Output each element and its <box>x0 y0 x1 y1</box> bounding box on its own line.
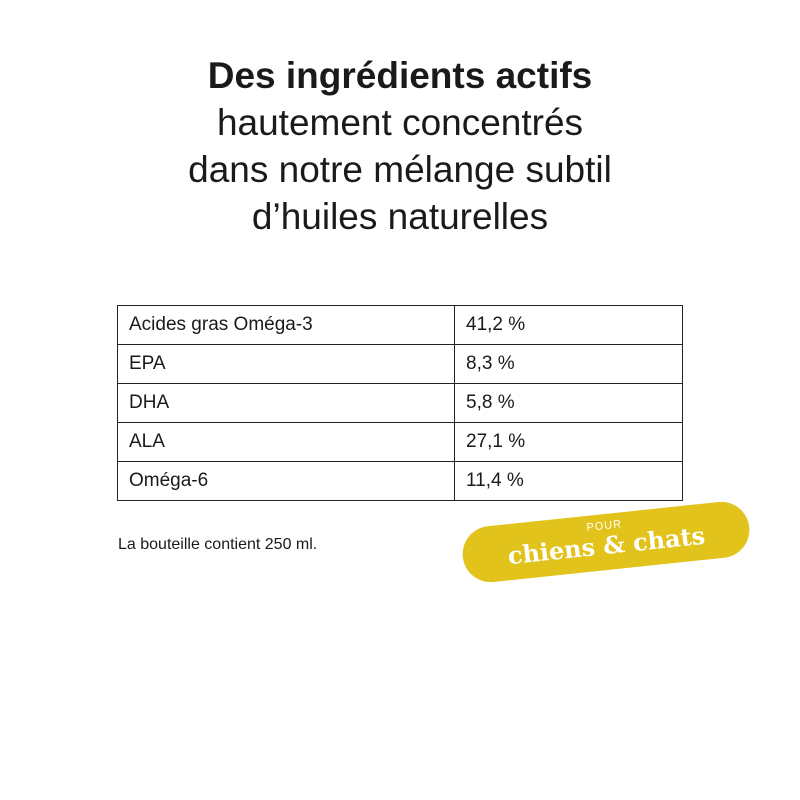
table-row: ALA 27,1 % <box>117 422 683 462</box>
ingredient-name: Acides gras Oméga-3 <box>117 305 455 345</box>
table-row: Oméga-6 11,4 % <box>117 461 683 501</box>
ingredient-value: 8,3 % <box>454 344 683 384</box>
audience-badge: POUR chiens & chats <box>459 499 753 585</box>
ingredients-table: Acides gras Oméga-3 41,2 % EPA 8,3 % DHA… <box>117 305 683 501</box>
ingredient-name: EPA <box>117 344 455 384</box>
page-heading: Des ingrédients actifs hautement concent… <box>0 52 800 240</box>
table-row: DHA 5,8 % <box>117 383 683 423</box>
heading-line: dans notre mélange subtil <box>188 149 612 190</box>
ingredient-value: 11,4 % <box>454 461 683 501</box>
table-row: Acides gras Oméga-3 41,2 % <box>117 305 683 345</box>
heading-line: d’huiles naturelles <box>251 196 549 237</box>
ingredient-value: 41,2 % <box>454 305 683 345</box>
ingredient-value: 5,8 % <box>454 383 683 423</box>
table-row: EPA 8,3 % <box>117 344 683 384</box>
heading-line: hautement concentrés <box>216 102 584 143</box>
ingredient-value: 27,1 % <box>454 422 683 462</box>
ingredient-name: Oméga-6 <box>117 461 455 501</box>
ingredient-name: ALA <box>117 422 455 462</box>
ingredient-name: DHA <box>117 383 455 423</box>
volume-note: La bouteille contient 250 ml. <box>118 536 318 553</box>
heading-bold-line: Des ingrédients actifs <box>207 55 593 96</box>
